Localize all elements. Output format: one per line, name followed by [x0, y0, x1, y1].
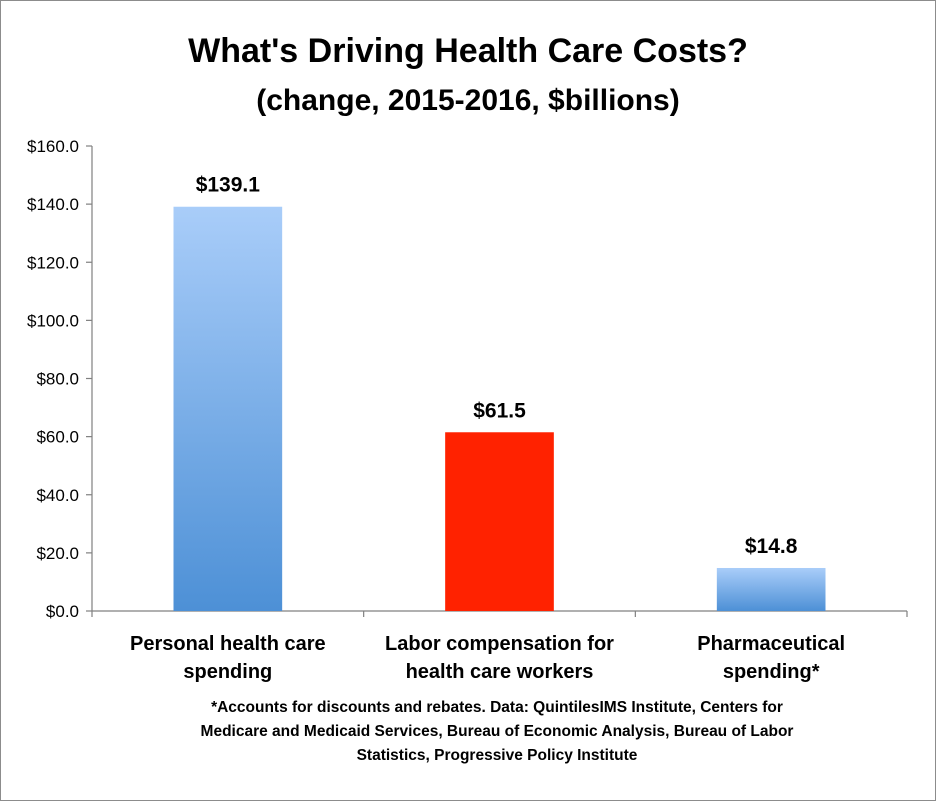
- y-tick-label: $60.0: [36, 428, 79, 447]
- y-tick-label: $100.0: [27, 311, 79, 330]
- bar: [173, 206, 283, 611]
- y-tick-label: $140.0: [27, 195, 79, 214]
- x-category-label: spending: [183, 661, 272, 683]
- x-category-label: Pharmaceutical: [697, 633, 845, 655]
- x-category-label: spending*: [723, 661, 820, 683]
- y-tick-label: $160.0: [27, 137, 79, 156]
- footnote: *Accounts for discounts and rebates. Dat…: [201, 699, 794, 764]
- footnote-line: Medicare and Medicaid Services, Bureau o…: [201, 723, 794, 740]
- footnote-line: *Accounts for discounts and rebates. Dat…: [211, 699, 783, 716]
- data-label: $61.5: [473, 399, 526, 422]
- x-category-label: Personal health care: [130, 633, 326, 655]
- y-tick-label: $40.0: [36, 486, 79, 505]
- chart-subtitle: (change, 2015-2016, $billions): [256, 84, 680, 117]
- x-category-label: Labor compensation for: [385, 633, 614, 655]
- bars: [173, 206, 826, 611]
- y-tick-label: $80.0: [36, 370, 79, 389]
- bar: [716, 567, 826, 611]
- data-label: $14.8: [745, 535, 798, 558]
- y-tick-label: $120.0: [27, 253, 79, 272]
- y-tick-label: $20.0: [36, 544, 79, 563]
- chart-title: What's Driving Health Care Costs?: [188, 32, 748, 70]
- labels: $139.1 Personal health care spending $61.5 L…: [130, 174, 845, 683]
- bar: [445, 432, 554, 611]
- x-category-label: health care workers: [406, 661, 594, 683]
- data-label: $139.1: [196, 174, 261, 197]
- y-tick-label: $0.0: [46, 602, 79, 621]
- footnote-line: Statistics, Progressive Policy Institute: [357, 747, 638, 764]
